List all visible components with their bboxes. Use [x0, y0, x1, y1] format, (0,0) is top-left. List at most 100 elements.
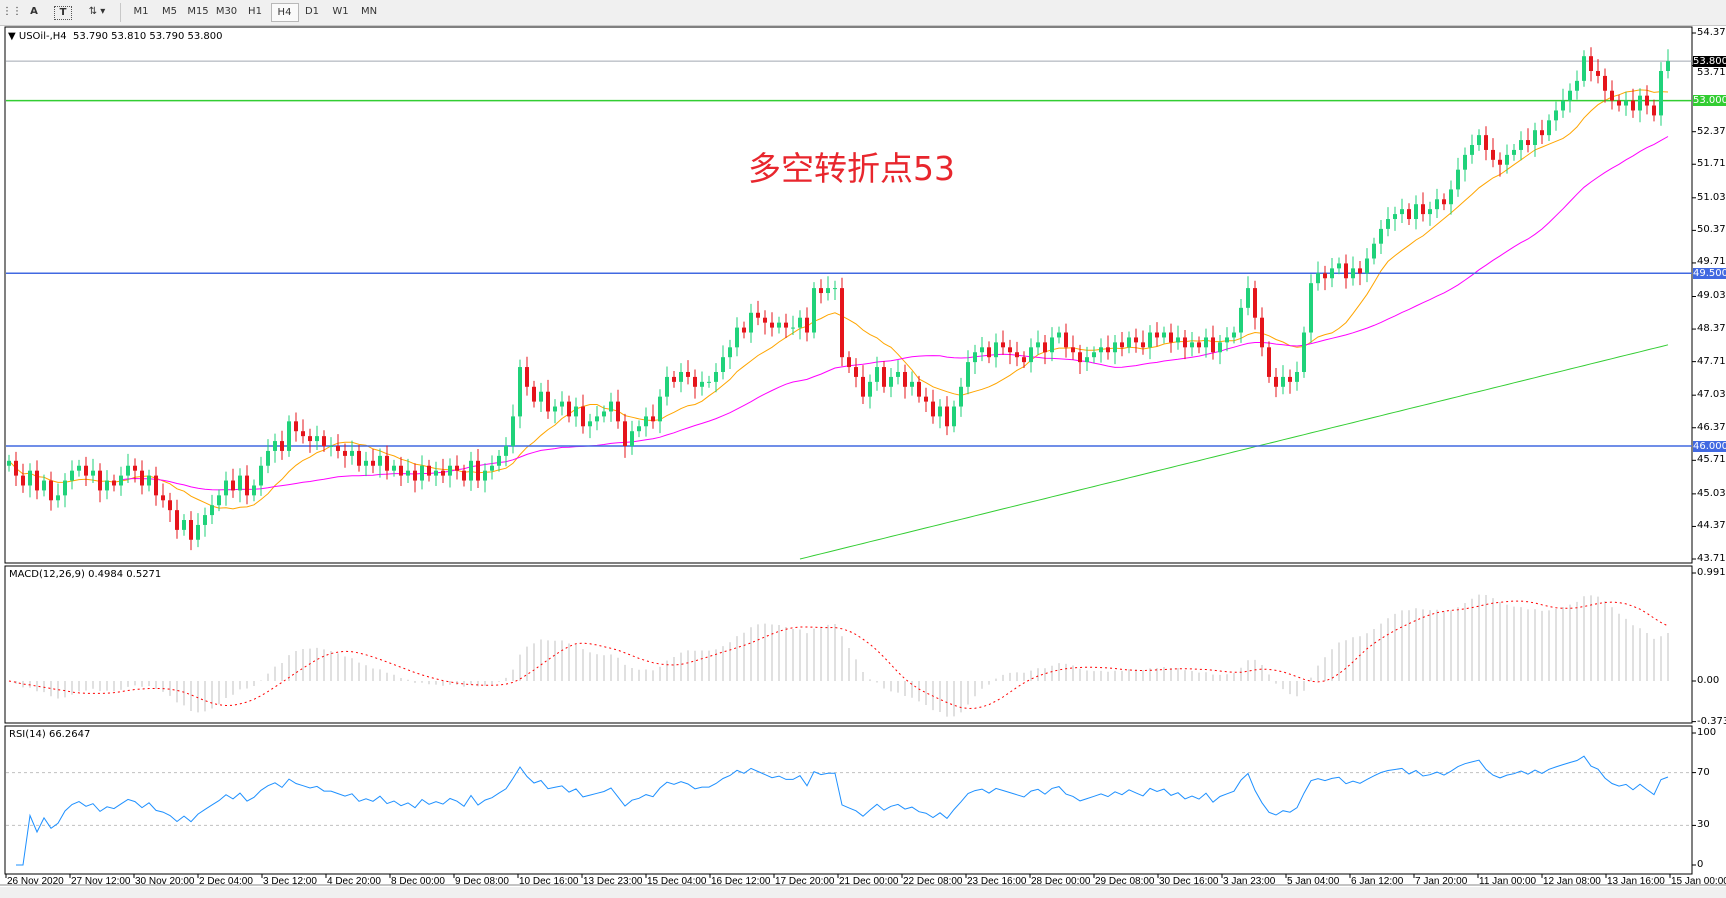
candle-bull [798, 317, 802, 328]
time-axis-label: 8 Dec 00:00 [391, 876, 445, 887]
candle-bull [1582, 56, 1586, 81]
price-tick-label: 51.710 [1697, 158, 1726, 170]
candle-bull [1099, 347, 1103, 353]
timeframe-h1[interactable]: H1 [248, 6, 262, 17]
candle-bear [1043, 342, 1047, 353]
candle-bear [49, 480, 53, 501]
price-tick-label: 53.710 [1697, 66, 1726, 78]
candle-bull [889, 376, 893, 387]
candle-bear [357, 450, 361, 466]
candle-bull [406, 470, 410, 476]
candle-bear [343, 450, 347, 456]
candle-bull [252, 485, 256, 496]
candle-bull [791, 327, 795, 329]
time-axis-label: 10 Dec 16:00 [519, 876, 579, 887]
rsi-line [16, 755, 1669, 866]
candle-bull [350, 450, 354, 456]
macd-tick-label: -0.373 [1697, 715, 1726, 727]
macd-panel-frame [4, 565, 1693, 724]
candle-bull [315, 436, 319, 442]
candle-bear [805, 317, 809, 333]
candle-bear [581, 406, 585, 427]
time-axis-label: 21 Dec 00:00 [839, 876, 899, 887]
text-label-icon[interactable]: T [54, 6, 72, 20]
candle-bull [714, 371, 718, 382]
candle-bull [1057, 332, 1061, 338]
timeframe-mn[interactable]: MN [360, 6, 378, 17]
candle-bull [875, 367, 879, 382]
macd-signal-line [8, 600, 1669, 710]
time-axis-label: 4 Dec 20:00 [327, 876, 381, 887]
candle-bull [1449, 189, 1453, 205]
timeframe-m5[interactable]: M5 [162, 6, 177, 17]
candle-bull [1477, 135, 1481, 146]
candle-bull [511, 416, 515, 447]
timeframe-m30[interactable]: M30 [215, 6, 238, 17]
candle-bull [1330, 268, 1334, 279]
candle-bull [392, 465, 396, 471]
candle-bear [1358, 268, 1362, 274]
candle-bull [1351, 268, 1355, 279]
candle-bull [434, 470, 438, 476]
price-tick-label: 45.710 [1697, 454, 1726, 466]
candle-bull [609, 401, 613, 412]
toolbar-separator [120, 3, 121, 22]
candle-bull [1568, 90, 1572, 101]
candle-bull [28, 470, 32, 486]
timeframe-d1[interactable]: D1 [304, 6, 320, 17]
ohlc-values: 53.790 53.810 53.790 53.800 [73, 31, 223, 42]
timeframe-h4[interactable]: H4 [270, 3, 299, 22]
candle-bull [1505, 154, 1509, 165]
candle-bull [1176, 337, 1180, 343]
time-axis-label: 22 Dec 08:00 [903, 876, 963, 887]
candle-bear [945, 406, 949, 427]
candle-bull [217, 495, 221, 506]
candle-bear [1603, 75, 1607, 91]
time-axis-label: 15 Jan 00:00 [1671, 876, 1726, 887]
candle-bear [532, 386, 536, 402]
periods-grid-icon[interactable]: ⋮⋮ [2, 6, 22, 17]
candle-bull [595, 416, 599, 422]
price-tick-label: 47.710 [1697, 355, 1726, 367]
candle-bull [735, 327, 739, 348]
candle-bear [133, 465, 137, 471]
candle-bull [1204, 337, 1208, 348]
candle-bull [196, 524, 200, 540]
candle-bull [1512, 149, 1516, 155]
arrows-icon[interactable]: ⇅ ▾ [88, 6, 106, 17]
candle-bull [91, 470, 95, 476]
collapse-triangle-icon[interactable]: ▼ [8, 31, 16, 42]
timeframe-m1[interactable]: M1 [133, 6, 149, 17]
time-axis-label: 26 Nov 2020 [7, 876, 64, 887]
bottom-scrollbar [0, 887, 1726, 898]
price-tick-label: 47.030 [1697, 389, 1726, 401]
time-axis-label: 3 Jan 23:00 [1223, 876, 1276, 887]
price-tick-label: 49.710 [1697, 255, 1726, 267]
candle-bull [1428, 209, 1432, 215]
candle-bull [1386, 219, 1390, 229]
annotation-text[interactable]: 多空转折点53 [748, 149, 955, 188]
main-panel-frame [4, 26, 1693, 564]
candle-bull [1414, 204, 1418, 220]
candle-bear [1596, 70, 1600, 76]
timeframe-m15[interactable]: M15 [187, 6, 209, 17]
text-icon[interactable]: A [30, 6, 38, 17]
candle-bear [462, 470, 466, 481]
timeframe-w1[interactable]: W1 [332, 6, 349, 17]
candle-bear [21, 475, 25, 486]
candle-bear [1407, 209, 1411, 220]
candle-bull [126, 465, 130, 476]
candle-bull [973, 352, 977, 363]
candle-bear [903, 371, 907, 387]
candle-bull [1666, 61, 1670, 71]
candle-bull [1365, 258, 1369, 274]
candle-bear [1526, 140, 1530, 146]
candle-bear [1421, 204, 1425, 215]
price-tick-label: 44.370 [1697, 520, 1726, 532]
candle-bear [112, 480, 116, 486]
candle-bear [763, 317, 767, 323]
candle-bear [840, 288, 844, 358]
candle-bear [623, 421, 627, 447]
candle-bear [546, 391, 550, 412]
